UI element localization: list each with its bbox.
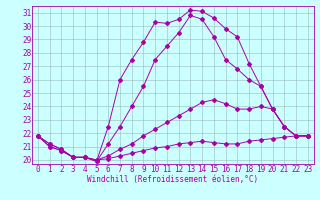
X-axis label: Windchill (Refroidissement éolien,°C): Windchill (Refroidissement éolien,°C) (87, 175, 258, 184)
